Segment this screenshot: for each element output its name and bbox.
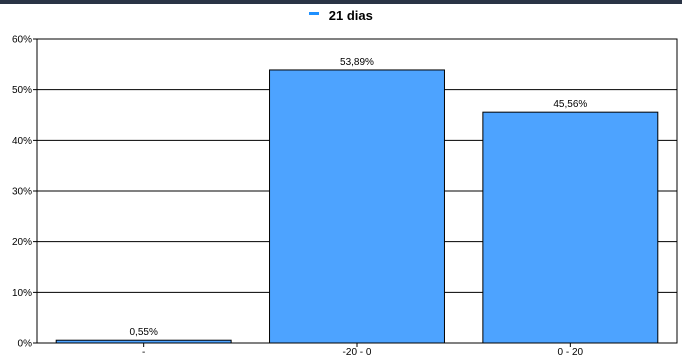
x-tick-labels: - -20 - 0 0 - 20 bbox=[142, 343, 584, 358]
bar bbox=[482, 111, 659, 344]
legend: 21 dias bbox=[0, 8, 682, 23]
top-bar bbox=[0, 0, 682, 4]
y-tick-label: 10% bbox=[12, 288, 32, 299]
value-labels: 0,55% 53,89% 45,56% bbox=[129, 57, 587, 338]
bars bbox=[55, 69, 659, 344]
y-tick-label: 50% bbox=[12, 85, 32, 96]
y-tick-label: 60% bbox=[12, 35, 32, 46]
bar bbox=[269, 69, 445, 344]
y-tick-label: 40% bbox=[12, 136, 32, 147]
x-tick-label: 0 - 20 bbox=[558, 347, 584, 358]
plot-frame bbox=[36, 38, 678, 344]
x-tick-label: -20 - 0 bbox=[343, 347, 372, 358]
y-tick-label: 0% bbox=[18, 339, 33, 350]
y-tick-label: 20% bbox=[12, 237, 32, 248]
y-tick-labels: 0% 10% 20% 30% 40% 50% 60% bbox=[12, 35, 32, 350]
legend-swatch bbox=[309, 12, 320, 16]
x-tick-label: - bbox=[142, 347, 145, 358]
bar-value-label: 45,56% bbox=[553, 99, 587, 110]
legend-label: 21 dias bbox=[328, 8, 373, 23]
y-tick-label: 30% bbox=[12, 187, 32, 198]
bar-value-label: 53,89% bbox=[340, 57, 374, 68]
bar-value-label: 0,55% bbox=[129, 327, 157, 338]
